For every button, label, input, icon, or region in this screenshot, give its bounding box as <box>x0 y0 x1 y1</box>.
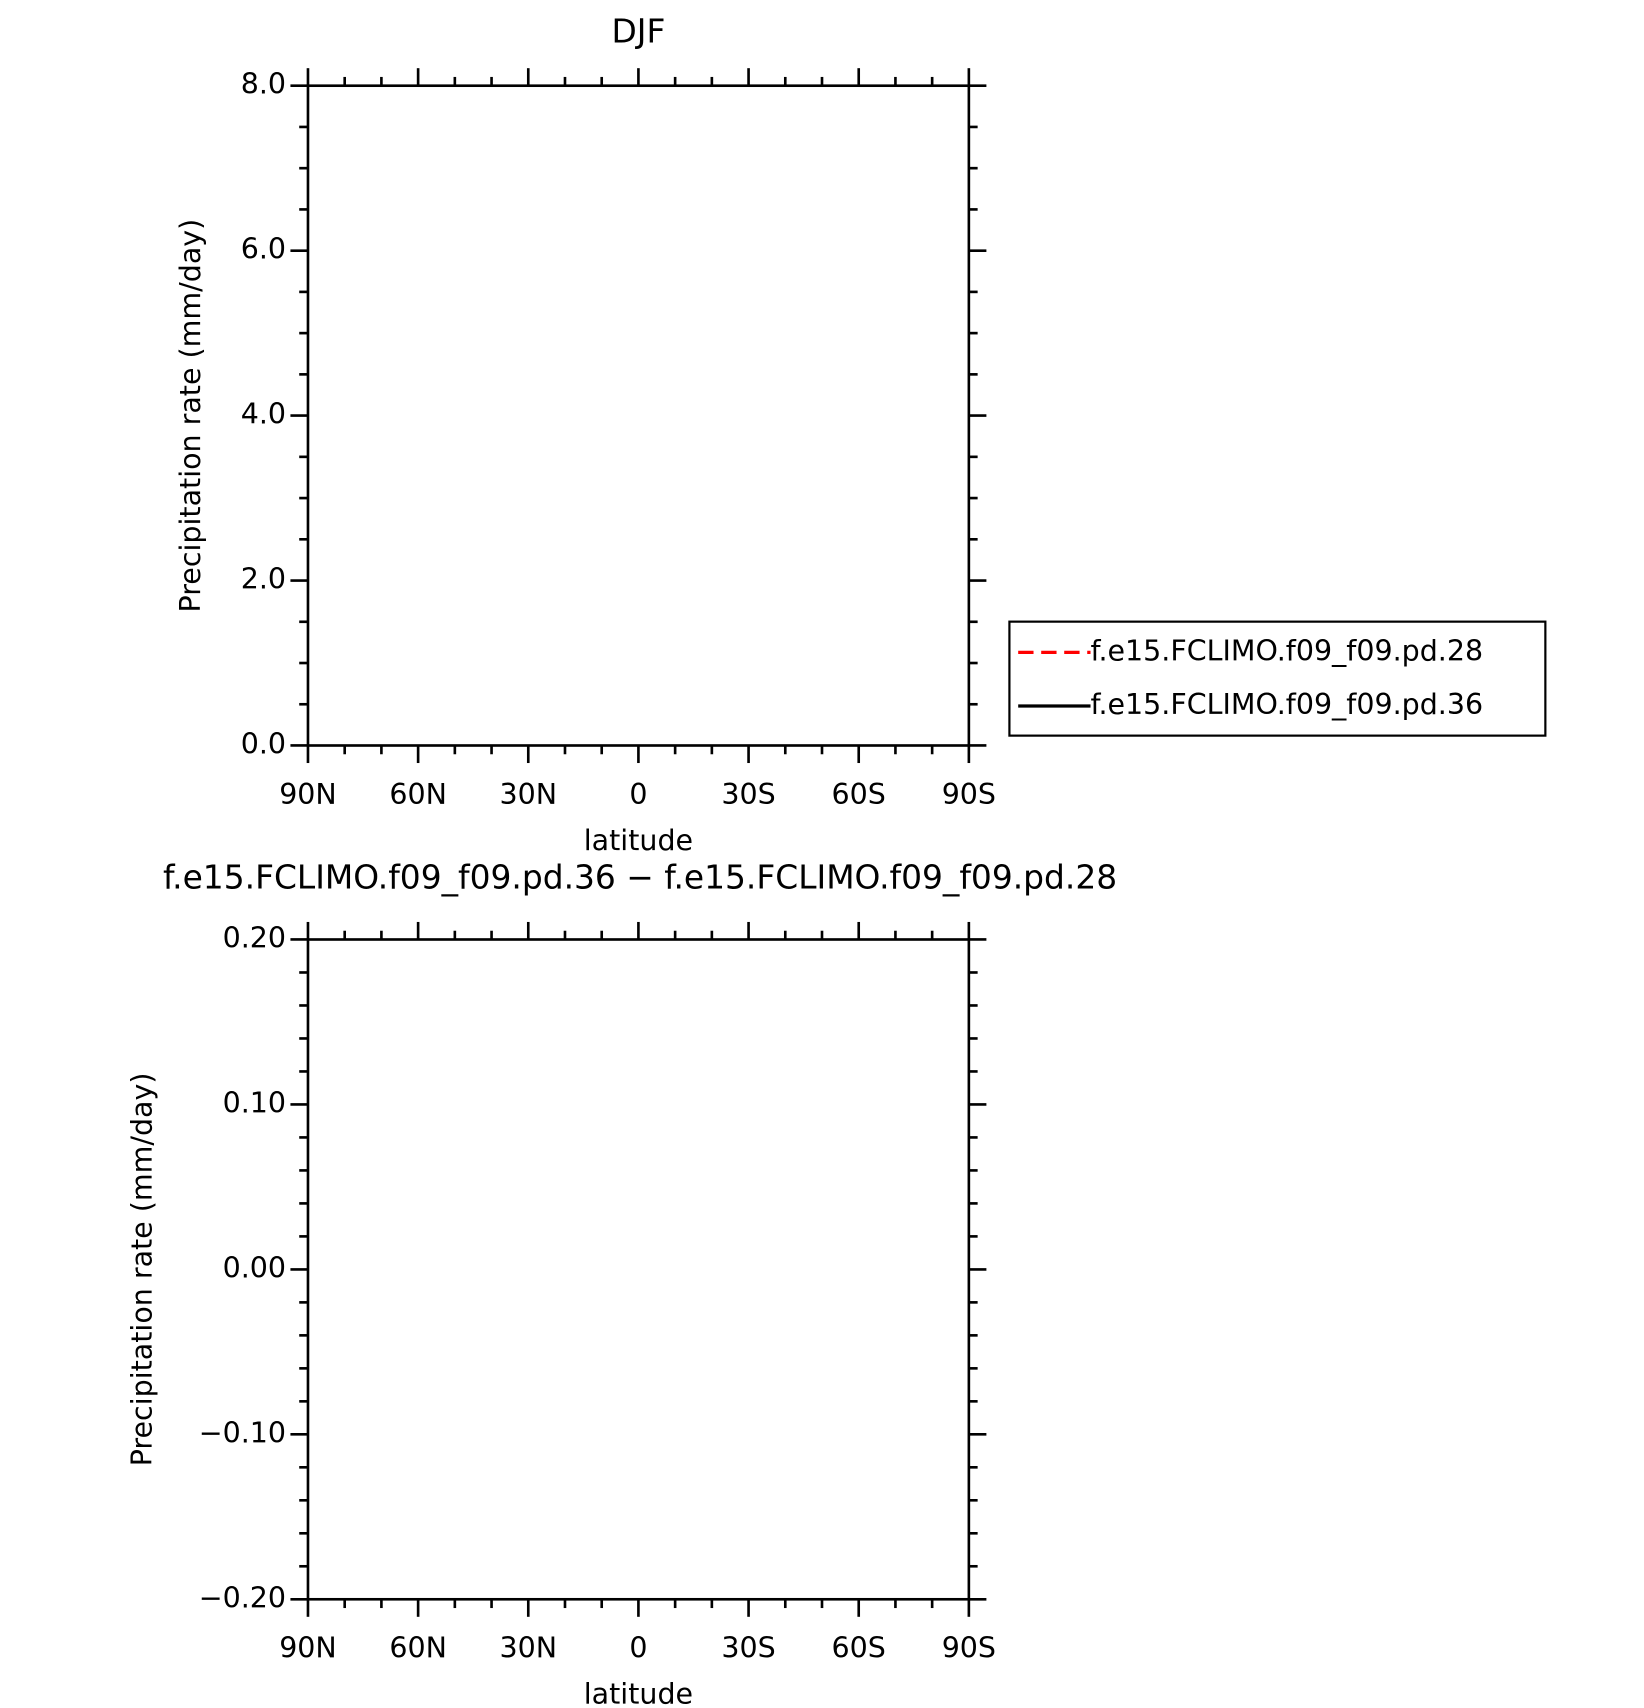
x-tick-label: 0 <box>629 1632 647 1665</box>
x-tick-label: 90S <box>942 1632 996 1665</box>
x-tick-label: 60S <box>832 1632 886 1665</box>
y-tick-label: 4.0 <box>241 398 286 431</box>
x-tick-label: 90N <box>279 778 337 811</box>
x-tick-label: 60N <box>389 1632 447 1665</box>
x-axis-label: latitude <box>584 824 693 857</box>
x-tick-label: 90N <box>279 1632 337 1665</box>
x-tick-label: 90S <box>942 778 996 811</box>
y-axis-label: Precipitation rate (mm/day) <box>126 1073 159 1467</box>
x-tick-label: 0 <box>629 778 647 811</box>
y-tick-label: 0.00 <box>223 1251 286 1284</box>
y-tick-label: 0.10 <box>223 1086 286 1119</box>
y-tick-label: 8.0 <box>241 68 286 101</box>
y-tick-label: 2.0 <box>241 563 286 596</box>
x-tick-label: 60S <box>832 778 886 811</box>
x-axis-label: latitude <box>584 1678 693 1708</box>
plot-frame <box>306 938 971 1601</box>
x-tick-label: 60N <box>389 778 447 811</box>
y-tick-label: 0.20 <box>223 921 286 954</box>
plot-frame <box>306 84 971 747</box>
legend-box <box>1008 620 1547 737</box>
y-tick-label: −0.20 <box>199 1581 286 1614</box>
x-tick-label: 30S <box>721 1632 775 1665</box>
x-tick-label: 30S <box>721 778 775 811</box>
chart-title: f.e15.FCLIMO.f09_f09.pd.36 − f.e15.FCLIM… <box>163 858 1117 897</box>
legend-label: f.e15.FCLIMO.f09_f09.pd.36 <box>1091 688 1484 721</box>
x-tick-label: 30N <box>499 778 557 811</box>
legend-label: f.e15.FCLIMO.f09_f09.pd.28 <box>1091 634 1484 667</box>
y-tick-label: 0.0 <box>241 727 286 760</box>
x-tick-label: 30N <box>499 1632 557 1665</box>
y-axis-label: Precipitation rate (mm/day) <box>174 219 207 613</box>
chart-title: DJF <box>611 12 665 51</box>
y-tick-label: 6.0 <box>241 233 286 266</box>
y-tick-label: −0.10 <box>199 1416 286 1449</box>
